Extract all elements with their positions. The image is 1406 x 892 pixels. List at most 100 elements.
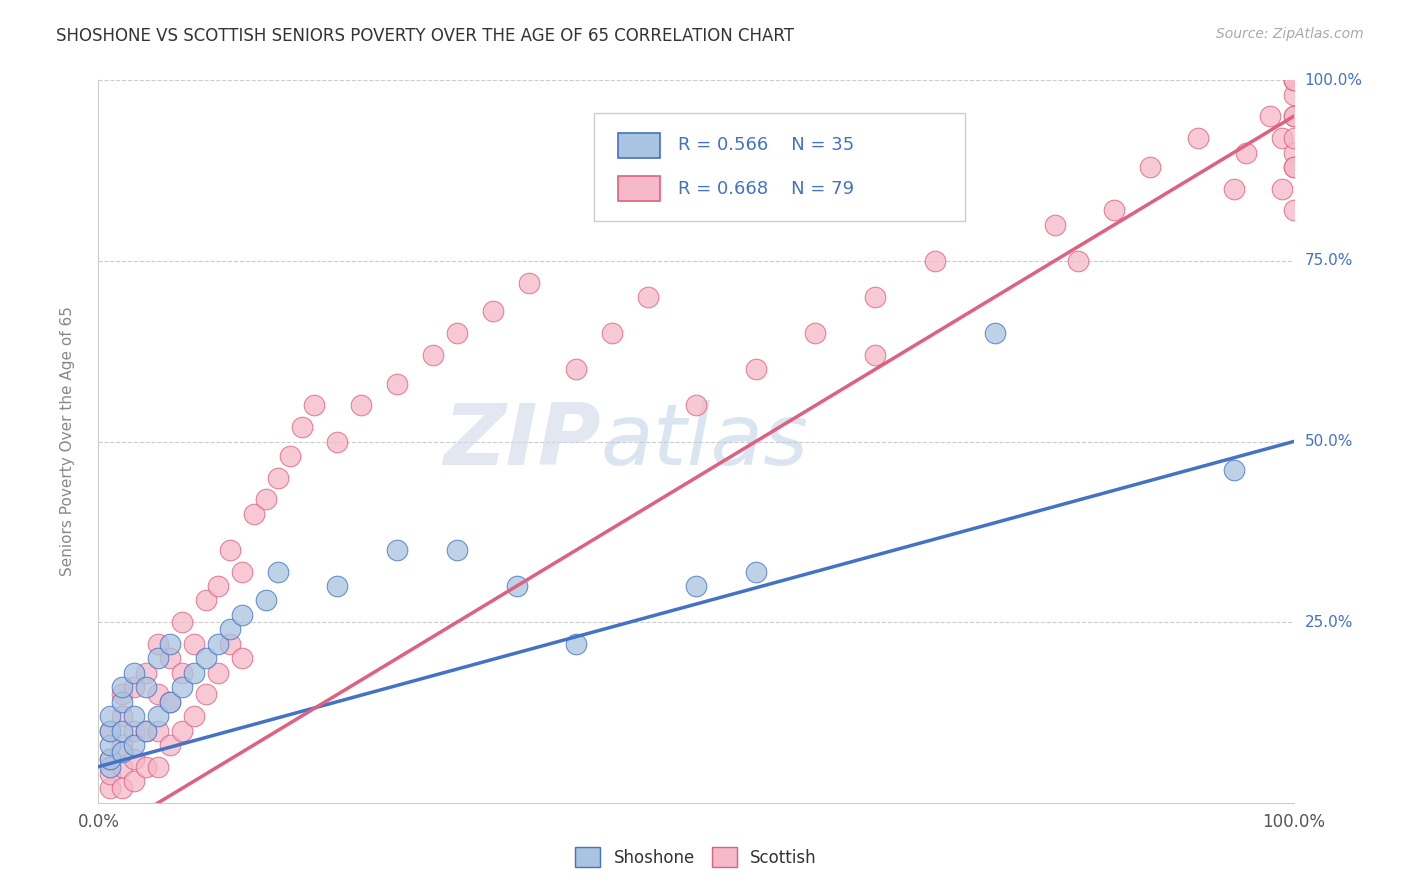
Point: [1258, 110, 1281, 124]
Point: [135, 665, 157, 680]
Point: [135, 760, 157, 774]
Point: [183, 665, 205, 680]
Point: [685, 579, 707, 593]
Point: [1271, 131, 1294, 145]
Bar: [619, 133, 661, 158]
Point: [1043, 218, 1066, 232]
Legend: Shoshone, Scottish: Shoshone, Scottish: [568, 840, 824, 874]
Point: [98, 767, 122, 781]
Point: [195, 651, 218, 665]
Text: R = 0.668    N = 79: R = 0.668 N = 79: [678, 179, 855, 198]
Point: [148, 760, 170, 774]
Point: [481, 304, 505, 318]
Point: [98, 752, 122, 766]
Point: [804, 326, 827, 340]
Point: [111, 687, 134, 701]
Point: [159, 695, 181, 709]
Point: [172, 615, 194, 630]
Point: [219, 637, 242, 651]
Point: [1282, 203, 1305, 218]
Point: [565, 637, 588, 651]
Point: [1282, 110, 1305, 124]
Point: [231, 565, 253, 579]
Text: Source: ZipAtlas.com: Source: ZipAtlas.com: [1216, 27, 1364, 41]
FancyBboxPatch shape: [595, 112, 965, 221]
Point: [207, 637, 229, 651]
Point: [326, 579, 349, 593]
Point: [1234, 145, 1257, 160]
Point: [1282, 87, 1305, 102]
Point: [111, 745, 134, 759]
Point: [1223, 182, 1246, 196]
Point: [111, 760, 134, 774]
Point: [231, 651, 253, 665]
Point: [278, 449, 301, 463]
Point: [172, 723, 194, 738]
Point: [1282, 73, 1305, 87]
Point: [111, 680, 134, 694]
Point: [865, 348, 887, 362]
Point: [135, 723, 157, 738]
Point: [98, 723, 122, 738]
Y-axis label: Seniors Poverty Over the Age of 65: Seniors Poverty Over the Age of 65: [60, 307, 75, 576]
Point: [1282, 73, 1305, 87]
Text: R = 0.566    N = 35: R = 0.566 N = 35: [678, 136, 855, 154]
Point: [602, 326, 624, 340]
Point: [111, 695, 134, 709]
Point: [159, 695, 181, 709]
Point: [517, 276, 540, 290]
Point: [159, 637, 181, 651]
Point: [148, 687, 170, 701]
Point: [124, 774, 146, 789]
Point: [148, 637, 170, 651]
Point: [446, 326, 468, 340]
Point: [326, 434, 349, 449]
Point: [865, 290, 887, 304]
Point: [124, 738, 146, 752]
Point: [219, 623, 242, 637]
Point: [1282, 131, 1305, 145]
Point: [231, 607, 253, 622]
Point: [98, 738, 122, 752]
Point: [385, 376, 409, 391]
Point: [124, 680, 146, 694]
Point: [172, 680, 194, 694]
Bar: [619, 176, 661, 202]
Point: [291, 420, 314, 434]
Point: [148, 709, 170, 723]
Point: [1067, 253, 1090, 268]
Point: [254, 492, 277, 507]
Point: [565, 362, 588, 376]
Text: atlas: atlas: [600, 400, 808, 483]
Point: [183, 637, 205, 651]
Point: [124, 723, 146, 738]
Point: [243, 507, 266, 521]
Point: [124, 752, 146, 766]
Point: [111, 709, 134, 723]
Point: [172, 665, 194, 680]
Point: [984, 326, 1007, 340]
Point: [148, 723, 170, 738]
Point: [124, 709, 146, 723]
Point: [135, 680, 157, 694]
Point: [1282, 160, 1305, 174]
Point: [267, 470, 290, 484]
Text: SHOSHONE VS SCOTTISH SENIORS POVERTY OVER THE AGE OF 65 CORRELATION CHART: SHOSHONE VS SCOTTISH SENIORS POVERTY OVE…: [56, 27, 794, 45]
Point: [183, 709, 205, 723]
Text: 100.0%: 100.0%: [1305, 73, 1362, 87]
Text: 25.0%: 25.0%: [1305, 615, 1353, 630]
Point: [302, 398, 325, 412]
Point: [446, 542, 468, 557]
Point: [159, 738, 181, 752]
Point: [159, 651, 181, 665]
Point: [207, 665, 229, 680]
Point: [267, 565, 290, 579]
Point: [422, 348, 444, 362]
Point: [1282, 73, 1305, 87]
Point: [637, 290, 659, 304]
Point: [98, 760, 122, 774]
Point: [98, 752, 122, 766]
Point: [1271, 182, 1294, 196]
Point: [195, 687, 218, 701]
Point: [350, 398, 373, 412]
